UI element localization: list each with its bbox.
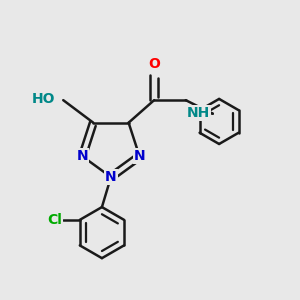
Text: N: N xyxy=(76,149,88,163)
Text: N: N xyxy=(134,149,145,163)
Text: HO: HO xyxy=(32,92,56,106)
Text: NH: NH xyxy=(187,106,210,120)
Text: N: N xyxy=(105,170,117,184)
Text: Cl: Cl xyxy=(47,213,62,227)
Text: O: O xyxy=(148,57,160,71)
